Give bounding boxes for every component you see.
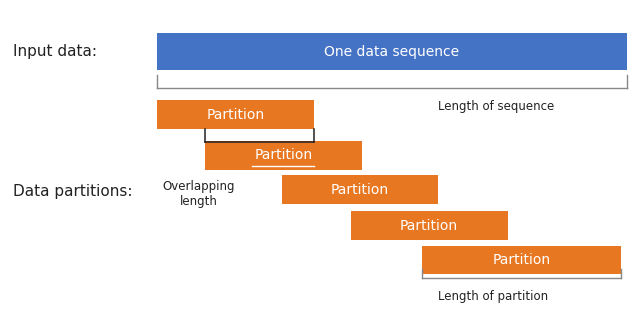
Text: Overlapping
length: Overlapping length: [162, 180, 235, 208]
Text: Partition: Partition: [493, 253, 550, 267]
Text: Length of partition: Length of partition: [438, 290, 548, 303]
Text: Partition: Partition: [331, 183, 389, 197]
Bar: [157, 100, 314, 129]
Bar: [157, 33, 627, 70]
Bar: [205, 141, 362, 170]
Text: Data partitions:: Data partitions:: [13, 184, 132, 199]
Text: One data sequence: One data sequence: [324, 45, 460, 59]
Bar: [282, 175, 438, 204]
Bar: [422, 246, 621, 274]
Text: Length of sequence: Length of sequence: [438, 100, 555, 114]
Bar: [351, 211, 508, 240]
Text: Partition: Partition: [400, 219, 458, 233]
Text: Partition: Partition: [254, 148, 312, 162]
Text: Input data:: Input data:: [13, 43, 97, 59]
Text: Partition: Partition: [206, 108, 264, 122]
